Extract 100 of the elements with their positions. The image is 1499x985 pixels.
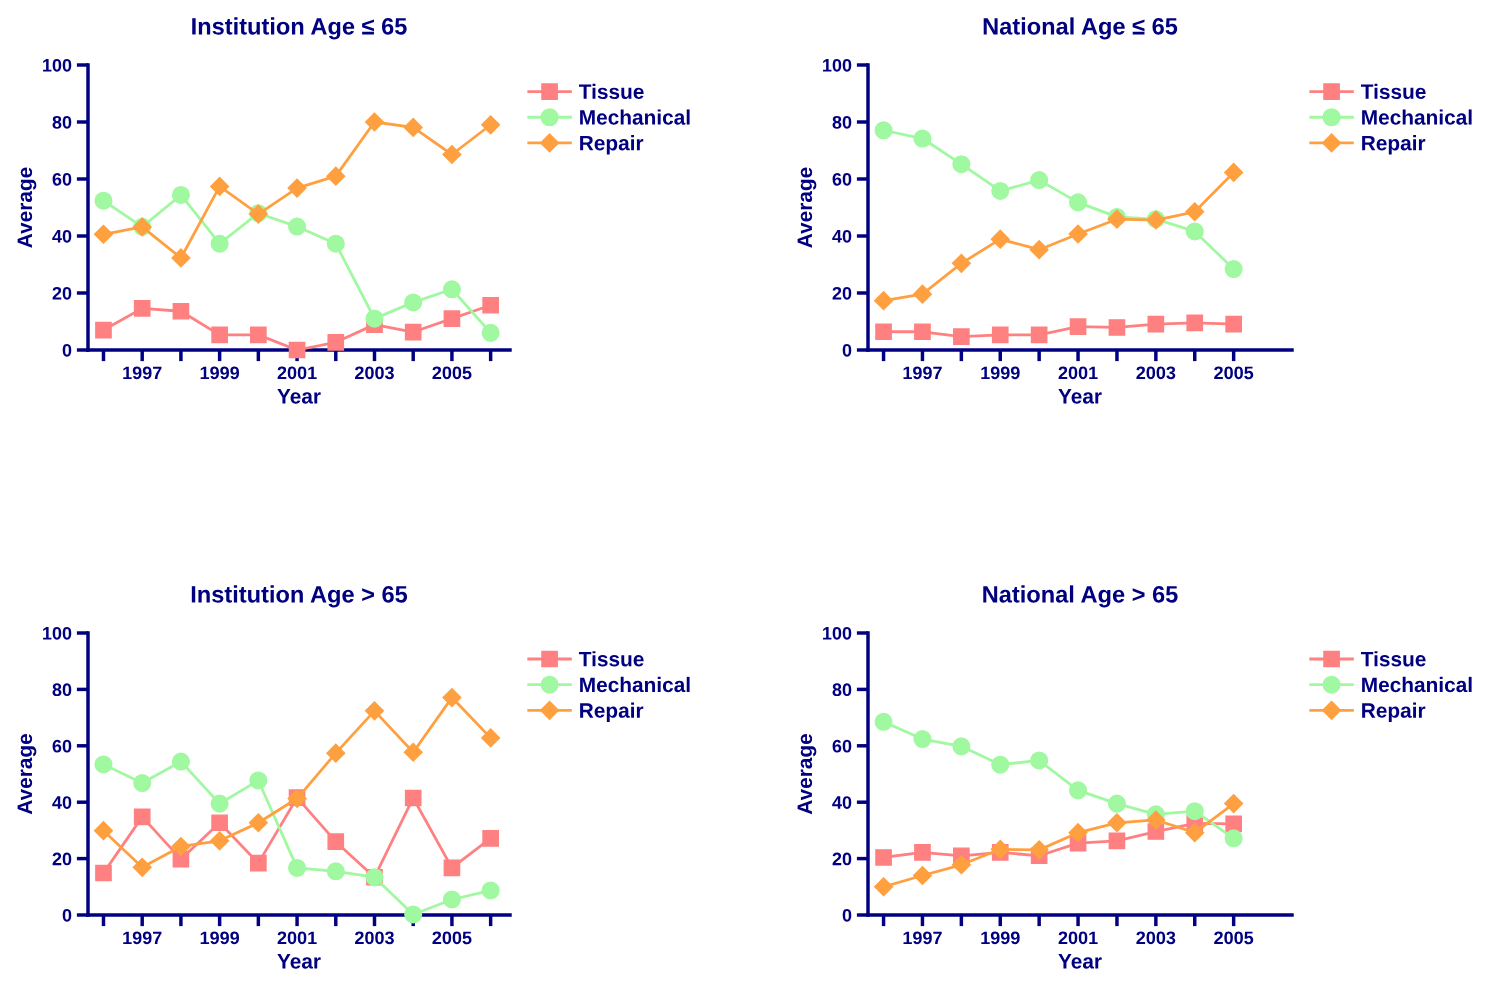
point	[481, 728, 501, 748]
y-tick-label: 40	[52, 796, 72, 809]
point	[875, 323, 892, 341]
x-tick-label: 2003	[355, 931, 394, 945]
y-tick-label: 80	[832, 683, 852, 697]
y-tick-label: 80	[52, 683, 72, 697]
point	[404, 323, 422, 341]
y-tick-label: 60	[832, 739, 852, 753]
point	[171, 752, 190, 771]
point	[875, 849, 892, 866]
point	[1068, 224, 1088, 244]
point	[1224, 794, 1244, 814]
point	[443, 859, 461, 877]
y-tick-label: 20	[52, 852, 72, 866]
point	[250, 854, 267, 872]
point	[481, 115, 501, 135]
point	[1185, 802, 1204, 821]
point	[1029, 240, 1049, 260]
legend-label: Repair	[1362, 135, 1426, 155]
x-axis-title: Year	[1058, 954, 1102, 969]
point	[1224, 829, 1243, 848]
point	[248, 813, 268, 833]
point	[94, 191, 113, 210]
chart-title: National Age > 65	[983, 585, 1178, 608]
point	[1030, 751, 1049, 770]
legend-label: Mechanical	[580, 676, 690, 693]
point	[132, 857, 152, 877]
point	[991, 181, 1010, 200]
legend-label: Repair	[1362, 702, 1426, 722]
y-tick-label: 20	[52, 286, 72, 300]
x-tick-label: 2001	[277, 366, 317, 380]
point	[1069, 781, 1088, 800]
point	[953, 328, 970, 345]
x-tick-label: 1999	[200, 931, 240, 945]
y-axis-title: Average	[17, 733, 37, 815]
point	[914, 323, 931, 341]
point	[952, 737, 971, 756]
point	[874, 291, 894, 311]
x-tick-label: 1997	[903, 366, 942, 380]
point	[442, 144, 462, 165]
legend-label: Tissue	[1360, 651, 1426, 667]
point	[171, 185, 190, 204]
y-axis-title: Average	[797, 167, 817, 248]
point	[326, 166, 346, 186]
point	[442, 890, 461, 909]
point	[211, 814, 228, 832]
point	[249, 771, 268, 790]
point	[133, 773, 152, 793]
point	[288, 341, 306, 359]
y-tick-label: 60	[52, 739, 72, 753]
x-tick-label: 2001	[277, 931, 317, 945]
x-tick-label: 2003	[1136, 366, 1176, 380]
legend-label: Mechanical	[1362, 676, 1472, 693]
point	[364, 701, 385, 721]
point	[1185, 823, 1205, 843]
point	[874, 712, 893, 731]
point	[171, 836, 191, 857]
point	[913, 129, 932, 148]
point	[482, 296, 499, 314]
point	[1108, 832, 1126, 850]
y-tick-label: 100	[43, 58, 72, 72]
point	[1107, 794, 1126, 813]
legend-label: Repair	[580, 702, 644, 722]
point	[1185, 222, 1204, 241]
point	[874, 121, 893, 140]
y-tick-label: 40	[52, 229, 72, 243]
x-tick-label: 2003	[1136, 931, 1176, 945]
point	[93, 821, 114, 841]
y-tick-label: 40	[832, 796, 852, 809]
point	[1146, 810, 1166, 830]
point	[481, 881, 500, 900]
x-tick-label: 1997	[123, 931, 162, 945]
point	[481, 323, 500, 342]
y-tick-label: 80	[52, 115, 72, 129]
x-tick-label: 1997	[903, 931, 942, 945]
point	[404, 789, 422, 807]
y-tick-label: 0	[62, 908, 72, 922]
point	[326, 234, 345, 253]
point	[327, 833, 345, 851]
y-tick-label: 0	[62, 343, 72, 357]
point	[912, 284, 932, 304]
point	[404, 293, 423, 312]
point	[1147, 315, 1165, 333]
point	[1069, 318, 1087, 335]
point	[874, 877, 894, 897]
point	[1186, 314, 1204, 332]
point	[1108, 319, 1126, 336]
point	[93, 224, 114, 244]
point	[210, 176, 230, 196]
y-tick-label: 100	[43, 626, 72, 640]
point	[912, 865, 932, 886]
x-tick-label: 2005	[1214, 931, 1254, 945]
chart-title: National Age ≤ 65	[983, 17, 1178, 40]
chart-title: Institution Age > 65	[191, 585, 408, 608]
point	[327, 333, 345, 351]
point	[442, 280, 461, 299]
y-axis-title: Average	[17, 167, 37, 248]
x-tick-label: 2001	[1058, 931, 1098, 945]
point	[326, 862, 345, 881]
y-tick-label: 20	[832, 286, 852, 300]
